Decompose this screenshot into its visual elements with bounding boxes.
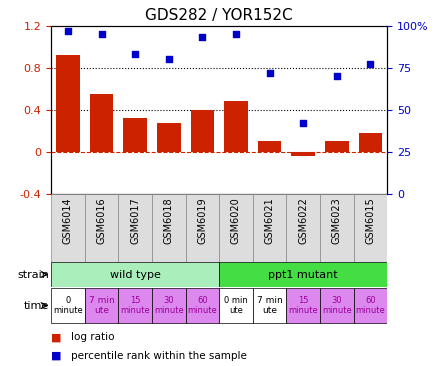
Text: GSM6017: GSM6017 (130, 197, 140, 244)
Text: 15
minute: 15 minute (288, 296, 318, 315)
Bar (353, 194, 387, 262)
Bar (51, 194, 85, 262)
Text: 30
minute: 30 minute (154, 296, 184, 315)
Text: GSM6018: GSM6018 (164, 197, 174, 244)
Text: 7 min
ute: 7 min ute (89, 296, 114, 315)
Bar (123, 118, 147, 152)
Text: percentile rank within the sample: percentile rank within the sample (71, 351, 247, 361)
Text: strain: strain (17, 269, 49, 280)
Text: ■: ■ (51, 332, 62, 342)
Text: 30
minute: 30 minute (322, 296, 352, 315)
Bar (320, 194, 354, 262)
Bar (287, 288, 320, 323)
Bar (152, 194, 186, 262)
Text: 0
minute: 0 minute (53, 296, 83, 315)
Text: wild type: wild type (110, 269, 161, 280)
Text: GSM6019: GSM6019 (198, 197, 207, 244)
Bar (118, 288, 152, 323)
Point (367, 61, 374, 67)
Bar (152, 288, 186, 323)
Text: GSM6023: GSM6023 (332, 197, 342, 244)
Text: log ratio: log ratio (71, 332, 115, 342)
Bar (85, 194, 118, 262)
Title: GDS282 / YOR152C: GDS282 / YOR152C (146, 8, 293, 23)
Point (232, 31, 239, 37)
Bar (186, 288, 219, 323)
Text: 0 min
ute: 0 min ute (224, 296, 248, 315)
Text: 7 min
ute: 7 min ute (257, 296, 283, 315)
Text: 15
minute: 15 minute (120, 296, 150, 315)
Bar (190, 110, 214, 152)
Bar (186, 194, 219, 262)
Bar (85, 288, 118, 323)
Bar (291, 152, 315, 156)
Bar (51, 262, 219, 287)
Bar (90, 94, 113, 152)
Bar (253, 288, 287, 323)
Point (65, 28, 72, 34)
Bar (258, 141, 281, 152)
Text: GSM6020: GSM6020 (231, 197, 241, 244)
Text: GSM6016: GSM6016 (97, 197, 106, 244)
Text: GSM6021: GSM6021 (265, 197, 275, 244)
Point (199, 34, 206, 40)
Point (165, 56, 172, 62)
Bar (287, 194, 320, 262)
Text: GSM6014: GSM6014 (63, 197, 73, 244)
Point (333, 73, 340, 79)
Text: GSM6015: GSM6015 (365, 197, 375, 244)
Text: 60
minute: 60 minute (187, 296, 217, 315)
Bar (320, 288, 354, 323)
Text: GSM6022: GSM6022 (298, 197, 308, 244)
Bar (219, 194, 253, 262)
Bar (56, 55, 80, 152)
Bar (353, 288, 387, 323)
Bar (224, 101, 248, 152)
Point (98, 31, 105, 37)
Point (266, 70, 273, 76)
Bar (253, 194, 287, 262)
Bar (118, 194, 152, 262)
Bar (325, 141, 348, 152)
Bar (219, 262, 387, 287)
Point (132, 51, 139, 57)
Bar (359, 133, 382, 152)
Text: ■: ■ (51, 351, 62, 361)
Bar (157, 123, 181, 152)
Bar (219, 288, 253, 323)
Text: time: time (24, 300, 49, 311)
Text: ppt1 mutant: ppt1 mutant (268, 269, 338, 280)
Bar (51, 288, 85, 323)
Text: 60
minute: 60 minute (356, 296, 385, 315)
Point (299, 120, 307, 126)
